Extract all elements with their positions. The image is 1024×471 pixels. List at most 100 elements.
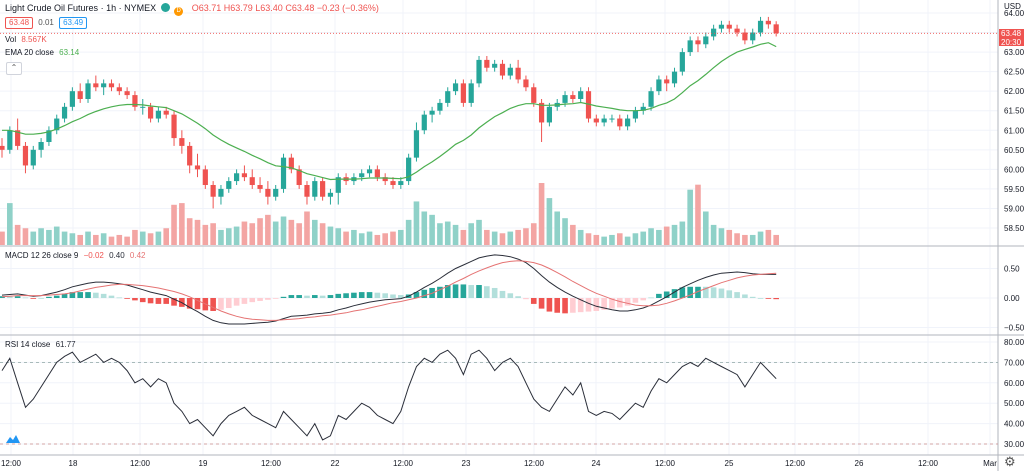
candle[interactable]: [515, 59, 521, 84]
candle[interactable]: [640, 102, 646, 115]
interval[interactable]: 1h: [106, 3, 117, 13]
candle[interactable]: [476, 56, 482, 88]
candle[interactable]: [366, 165, 373, 178]
candle[interactable]: [625, 114, 631, 131]
candle[interactable]: [124, 87, 130, 99]
candle[interactable]: [492, 59, 498, 72]
candle[interactable]: [523, 75, 529, 92]
candle[interactable]: [249, 169, 255, 189]
macd-legend-name[interactable]: MACD 12 26 close 9: [5, 251, 79, 260]
candle[interactable]: [711, 24, 717, 41]
candle[interactable]: [499, 59, 506, 80]
candle[interactable]: [226, 177, 232, 193]
candle[interactable]: [460, 79, 466, 107]
candle[interactable]: [664, 75, 670, 92]
candle[interactable]: [546, 102, 552, 127]
candle[interactable]: [0, 138, 5, 158]
candle[interactable]: [280, 153, 287, 193]
candle[interactable]: [327, 188, 334, 205]
candle[interactable]: [421, 110, 427, 135]
candle[interactable]: [257, 177, 263, 193]
candle[interactable]: [218, 185, 224, 205]
candle[interactable]: [445, 87, 451, 107]
candle[interactable]: [77, 83, 83, 103]
candle[interactable]: [210, 181, 216, 209]
candle[interactable]: [187, 142, 193, 174]
candle[interactable]: [171, 110, 177, 146]
candle[interactable]: [437, 99, 443, 115]
candle[interactable]: [507, 63, 513, 80]
candle[interactable]: [46, 126, 52, 146]
candle[interactable]: [703, 32, 709, 49]
currency-label[interactable]: USD: [1004, 2, 1021, 11]
candle[interactable]: [22, 142, 29, 174]
candle[interactable]: [617, 114, 623, 131]
buy-price-button[interactable]: 63.49: [59, 17, 88, 29]
candle[interactable]: [140, 99, 146, 115]
macd-axis[interactable]: 0.50 0.00 −0.50: [1004, 265, 1024, 333]
candle[interactable]: [54, 114, 60, 135]
candle[interactable]: [538, 99, 545, 142]
symbol-name[interactable]: Light Crude Oil Futures: [5, 3, 99, 13]
candle[interactable]: [648, 87, 654, 111]
candle[interactable]: [234, 169, 240, 185]
candle[interactable]: [108, 79, 115, 92]
candle[interactable]: [734, 24, 740, 37]
candle[interactable]: [296, 165, 302, 189]
candle[interactable]: [241, 165, 248, 182]
candle[interactable]: [531, 83, 537, 107]
candle[interactable]: [132, 91, 138, 111]
tradingview-logo-icon[interactable]: [5, 433, 21, 445]
candle[interactable]: [93, 75, 99, 92]
candle[interactable]: [671, 67, 678, 88]
candle[interactable]: [679, 48, 685, 76]
candle[interactable]: [593, 114, 599, 127]
candle[interactable]: [273, 185, 279, 201]
collapse-legend-button[interactable]: ⌃: [6, 62, 22, 75]
candle[interactable]: [726, 20, 732, 33]
gear-icon[interactable]: ⚙: [1004, 454, 1016, 469]
candle[interactable]: [69, 87, 75, 111]
candle[interactable]: [61, 102, 68, 123]
candle[interactable]: [390, 177, 396, 189]
candle[interactable]: [304, 181, 310, 205]
candle[interactable]: [382, 173, 388, 185]
candle[interactable]: [38, 138, 44, 158]
candle[interactable]: [335, 173, 341, 205]
candle[interactable]: [773, 21, 779, 37]
candle[interactable]: [656, 75, 662, 96]
candle[interactable]: [116, 83, 122, 96]
candle[interactable]: [202, 165, 208, 189]
candle[interactable]: [609, 114, 615, 123]
rsi-legend-name[interactable]: RSI 14 close: [5, 340, 51, 349]
sell-price-button[interactable]: 63.48: [5, 17, 34, 29]
candle[interactable]: [101, 79, 107, 96]
rsi-axis[interactable]: 80.00 70.00 60.00 50.00 40.00 30.00: [1004, 338, 1024, 449]
candle[interactable]: [601, 114, 607, 127]
candle[interactable]: [163, 106, 169, 119]
candle[interactable]: [570, 91, 576, 103]
ema-legend-name[interactable]: EMA 20 close: [5, 48, 54, 57]
candle[interactable]: [179, 130, 185, 154]
candle[interactable]: [30, 145, 36, 170]
candle[interactable]: [155, 106, 161, 123]
candle[interactable]: [468, 79, 474, 107]
candle[interactable]: [288, 153, 294, 174]
candle[interactable]: [718, 20, 725, 33]
candle[interactable]: [320, 177, 326, 201]
candle[interactable]: [15, 118, 21, 150]
candle[interactable]: [765, 16, 771, 29]
candle[interactable]: [7, 126, 13, 154]
candle[interactable]: [632, 106, 639, 123]
candle[interactable]: [585, 87, 592, 123]
candle[interactable]: [484, 56, 490, 72]
candle[interactable]: [194, 153, 201, 178]
candle[interactable]: [406, 153, 412, 185]
candle[interactable]: [452, 79, 459, 96]
candle[interactable]: [312, 177, 318, 201]
candle[interactable]: [757, 16, 764, 37]
volume-legend-name[interactable]: Vol: [5, 35, 17, 44]
candle[interactable]: [265, 181, 271, 205]
candle[interactable]: [85, 79, 91, 103]
